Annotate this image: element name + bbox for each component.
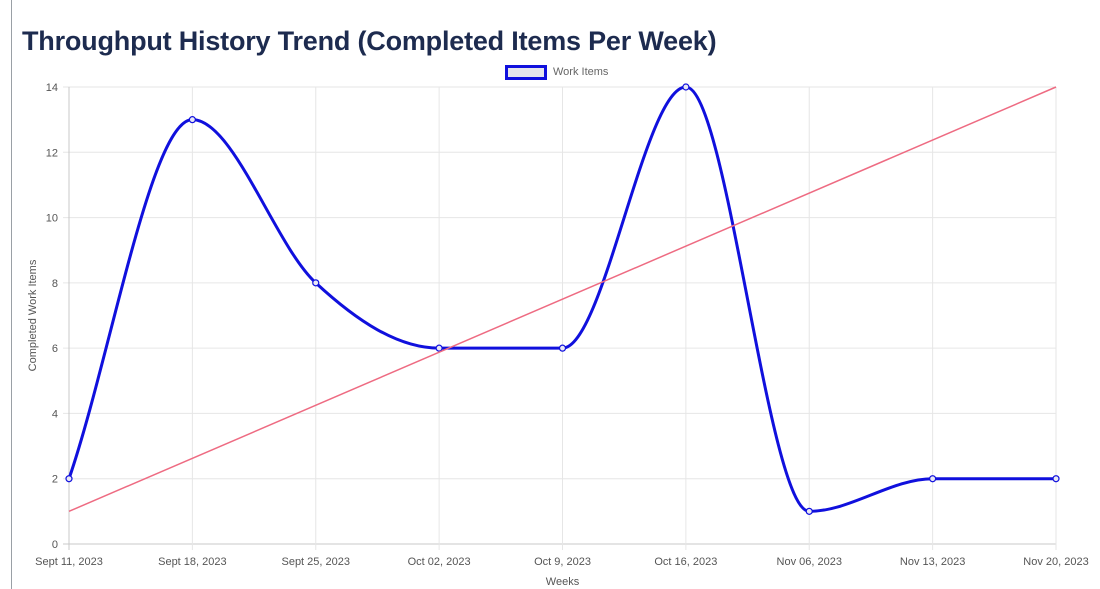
data-point[interactable] <box>435 344 443 352</box>
y-tick-label: 14 <box>46 82 58 94</box>
x-axis-ticks: Sept 11, 2023 Sept 18, 2023 Sept 25, 2023 O… <box>35 556 1089 568</box>
grid-layer <box>63 86 1057 550</box>
data-point[interactable] <box>805 507 813 515</box>
x-tick-label: Nov 20, 2023 <box>1023 556 1088 568</box>
x-tick-label: Nov 13, 2023 <box>900 556 965 568</box>
y-axis-title: Completed Work Items <box>27 259 39 371</box>
series-layer <box>65 83 1060 515</box>
legend-label-work-items[interactable]: Work Items <box>553 66 609 78</box>
data-point[interactable] <box>558 344 567 352</box>
x-tick-label: Nov 06, 2023 <box>777 556 842 568</box>
y-tick-label: 0 <box>52 539 58 551</box>
x-tick-label: Sept 25, 2023 <box>281 556 350 568</box>
y-tick-label: 4 <box>52 408 58 420</box>
x-tick-label: Oct 02, 2023 <box>408 556 471 568</box>
y-tick-label: 12 <box>46 147 58 159</box>
legend-swatch-work-items[interactable] <box>505 64 547 80</box>
y-axis-ticks: 0 2 4 6 8 10 12 14 <box>46 82 58 551</box>
y-tick-label: 8 <box>52 278 58 290</box>
page-left-border <box>11 0 12 589</box>
legend[interactable]: Work Items <box>505 64 608 80</box>
x-tick-label: Sept 11, 2023 <box>35 556 103 568</box>
x-tick-label: Sept 18, 2023 <box>158 556 227 568</box>
x-tick-label: Oct 9, 2023 <box>534 556 591 568</box>
data-point[interactable] <box>312 279 320 287</box>
y-tick-label: 6 <box>52 343 58 355</box>
data-point[interactable] <box>188 116 196 124</box>
data-point[interactable] <box>929 475 937 483</box>
x-tick-label: Oct 16, 2023 <box>654 556 717 568</box>
y-tick-label: 2 <box>52 474 58 486</box>
data-point[interactable] <box>682 83 690 91</box>
series-line-trend <box>68 86 1057 513</box>
chart-title: Throughput History Trend (Completed Item… <box>22 26 717 56</box>
x-axis-title: Weeks <box>546 576 580 588</box>
data-point[interactable] <box>65 475 73 483</box>
data-point[interactable] <box>1052 475 1060 483</box>
y-tick-label: 10 <box>46 213 58 225</box>
